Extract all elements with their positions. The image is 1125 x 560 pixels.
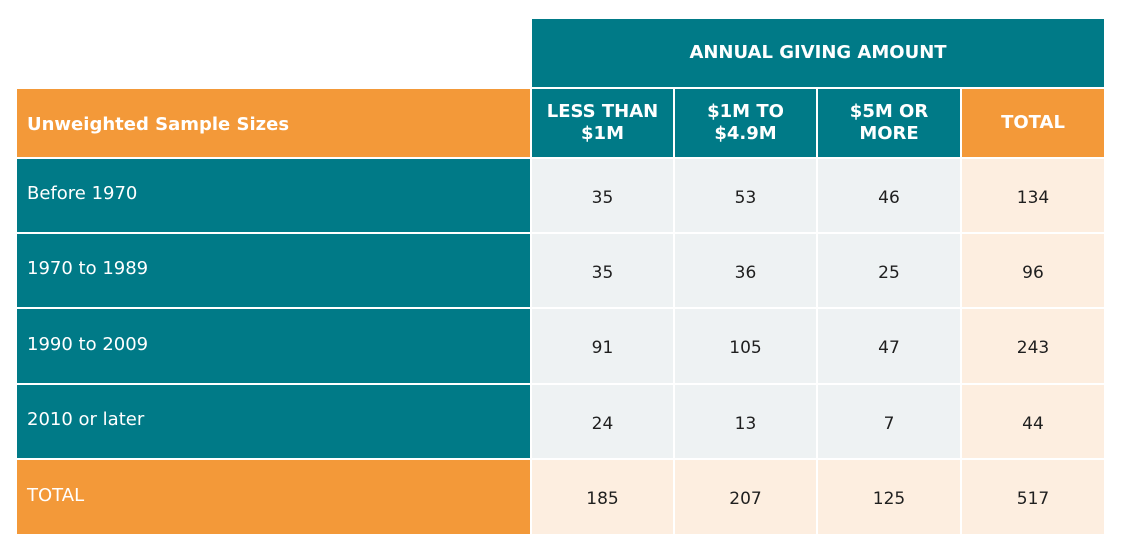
column-header-5m-or-more: $5M OR MORE [818, 89, 960, 157]
column-header-less-than-1m: LESS THAN $1M [532, 89, 673, 157]
table-cell: 91 [532, 309, 673, 383]
table-cell-total: 44 [962, 385, 1104, 458]
table-cell: 25 [818, 234, 960, 307]
table-cell: 105 [675, 309, 816, 383]
table-cell: 13 [675, 385, 816, 458]
row-label-1970-to-1989: 1970 to 1989 [17, 234, 530, 307]
table-cell-grand-total: 517 [962, 460, 1104, 534]
table-cell-total: 243 [962, 309, 1104, 383]
column-header-total: TOTAL [962, 89, 1104, 157]
table-cell: 35 [532, 159, 673, 232]
column-header-1m-to-4-9m: $1M TO $4.9M [675, 89, 816, 157]
row-label-before-1970: Before 1970 [17, 159, 530, 232]
table-cell-total: 185 [532, 460, 673, 534]
table-cell-total: 207 [675, 460, 816, 534]
table-cell-total: 96 [962, 234, 1104, 307]
table-cell: 36 [675, 234, 816, 307]
row-label-total: TOTAL [17, 460, 530, 534]
table-cell: 24 [532, 385, 673, 458]
table-cell: 47 [818, 309, 960, 383]
table-cell: 46 [818, 159, 960, 232]
table-cell-total: 125 [818, 460, 960, 534]
table-cell: 35 [532, 234, 673, 307]
table-cell: 53 [675, 159, 816, 232]
row-label-2010-or-later: 2010 or later [17, 385, 530, 458]
group-header: ANNUAL GIVING AMOUNT [532, 19, 1104, 87]
table-cell-total: 134 [962, 159, 1104, 232]
corner-label: Unweighted Sample Sizes [17, 89, 530, 157]
row-label-1990-to-2009: 1990 to 2009 [17, 309, 530, 383]
table-cell: 7 [818, 385, 960, 458]
